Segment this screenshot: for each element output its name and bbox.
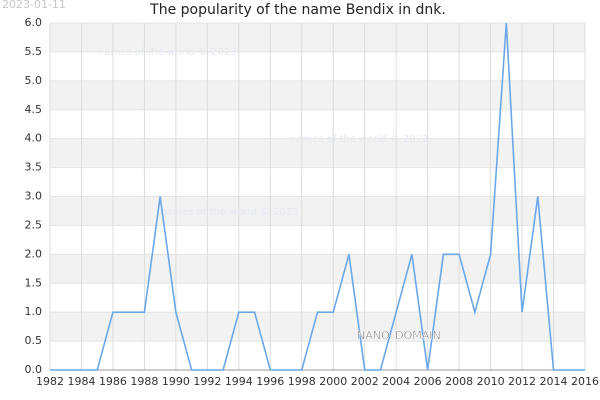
x-tick-label: 2004: [382, 375, 410, 388]
y-tick-label: 5.5: [25, 45, 43, 58]
y-tick-label: 3.0: [25, 190, 43, 203]
watermark: names of the world © 2023: [290, 134, 429, 145]
chart-title: The popularity of the name Bendix in dnk…: [149, 2, 446, 18]
x-tick-label: 2002: [351, 375, 379, 388]
x-tick-label: 2016: [571, 375, 599, 388]
y-tick-label: 6.0: [25, 16, 43, 29]
x-tick-label: 1994: [225, 375, 253, 388]
y-tick-label: 2.5: [25, 218, 43, 231]
y-tick-label: 0.0: [25, 363, 43, 376]
band: [50, 23, 585, 52]
x-tick-label: 1986: [99, 375, 127, 388]
band: [50, 167, 585, 197]
band: [50, 196, 585, 226]
date-stamp: 2023-01-11: [2, 0, 66, 11]
x-tick-label: 1996: [256, 375, 284, 388]
band: [50, 225, 585, 255]
band: [50, 341, 585, 370]
y-tick-label: 0.5: [25, 334, 43, 347]
x-tick-label: 2010: [477, 375, 505, 388]
x-tick-label: 1988: [130, 375, 158, 388]
x-tick-label: 1992: [193, 375, 221, 388]
band: [50, 109, 585, 139]
band: [50, 312, 585, 342]
x-tick-label: 2006: [414, 375, 442, 388]
band: [50, 138, 585, 168]
plot-background: [49, 22, 586, 371]
y-tick-label: 4.0: [25, 132, 43, 145]
x-tick-label: 1998: [288, 375, 316, 388]
band: [50, 283, 585, 313]
x-tick-label: 2000: [319, 375, 347, 388]
band: [50, 51, 585, 81]
band: [50, 80, 585, 110]
y-tick-label: 1.0: [25, 305, 43, 318]
x-tick-label: 2008: [445, 375, 473, 388]
watermark: names of the world © 2023: [98, 47, 237, 58]
y-tick-label: 5.0: [25, 74, 43, 87]
x-tick-label: 1982: [36, 375, 64, 388]
y-tick-label: 3.5: [25, 161, 43, 174]
y-tick-label: 2.0: [25, 247, 43, 260]
x-tick-label: 1984: [67, 375, 95, 388]
x-tick-label: 2014: [540, 375, 568, 388]
x-tick-label: 2012: [508, 375, 536, 388]
y-tick-label: 4.5: [25, 103, 43, 116]
domain-label: NANO_DOMAIN: [357, 329, 441, 342]
x-tick-label: 1990: [162, 375, 190, 388]
band: [50, 254, 585, 284]
y-tick-label: 1.5: [25, 276, 43, 289]
line-series: [50, 22, 585, 371]
watermark: names of the world © 2023: [160, 207, 299, 218]
